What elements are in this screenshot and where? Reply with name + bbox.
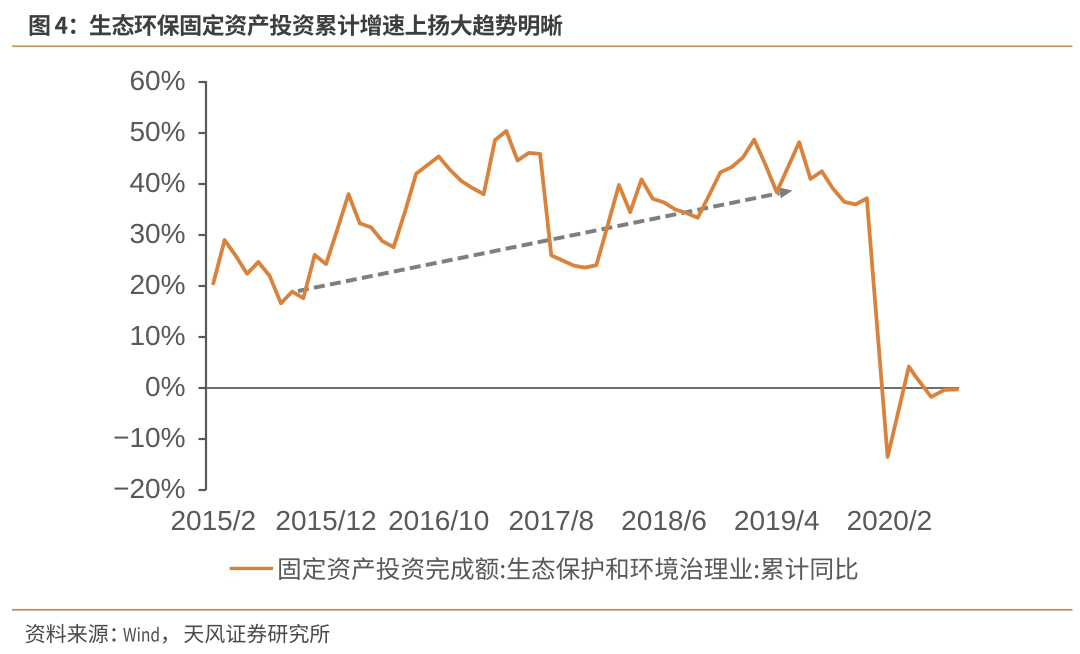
svg-text:2020/2: 2020/2 [847, 505, 933, 536]
svg-text:20%: 20% [129, 269, 185, 300]
svg-text:50%: 50% [129, 116, 185, 147]
svg-text:2019/4: 2019/4 [734, 505, 820, 536]
svg-text:0%: 0% [145, 371, 185, 402]
svg-text:40%: 40% [129, 167, 185, 198]
svg-text:2017/8: 2017/8 [508, 505, 594, 536]
svg-text:2015/2: 2015/2 [170, 505, 256, 536]
svg-text:10%: 10% [129, 320, 185, 351]
svg-text:−10%: −10% [113, 422, 185, 453]
svg-text:2015/12: 2015/12 [275, 505, 376, 536]
svg-text:60%: 60% [129, 65, 185, 96]
svg-text:−20%: −20% [113, 473, 185, 504]
svg-text:2018/6: 2018/6 [621, 505, 707, 536]
svg-text:2016/10: 2016/10 [388, 505, 489, 536]
svg-text:30%: 30% [129, 218, 185, 249]
